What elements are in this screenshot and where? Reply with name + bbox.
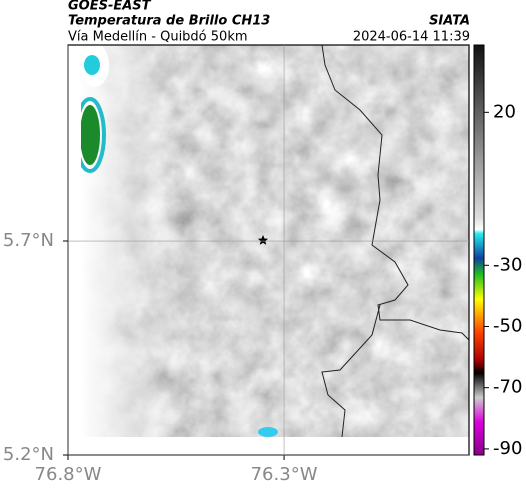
satellite-image [81, 45, 469, 437]
route: Vía Medellín - Quibdó 50km [68, 30, 248, 45]
datetime: 2024-06-14 11:39 [353, 30, 470, 45]
colorbar-tick-label: 20 [493, 101, 516, 122]
colorbar-tick-label: -30 [493, 254, 522, 275]
location-marker [257, 235, 268, 245]
y-tick-label: 5.7°N [3, 230, 54, 251]
x-tick-label: 76.8°W [35, 464, 102, 485]
x-tick-label: 76.3°W [251, 464, 318, 485]
colorbar-tick-label: -50 [493, 315, 522, 336]
source: SIATA [429, 14, 470, 29]
agency: GOES-EAST [68, 0, 152, 14]
header: GOES-EAST Temperatura de Brillo CH13 Vía… [68, 0, 470, 45]
colorbar-tick-label: -70 [493, 377, 522, 398]
colorbar [473, 44, 485, 456]
y-tick-label: 5.2°N [3, 444, 54, 465]
colorbar-tick-label: -90 [493, 438, 522, 459]
product: Temperatura de Brillo CH13 [68, 14, 270, 29]
